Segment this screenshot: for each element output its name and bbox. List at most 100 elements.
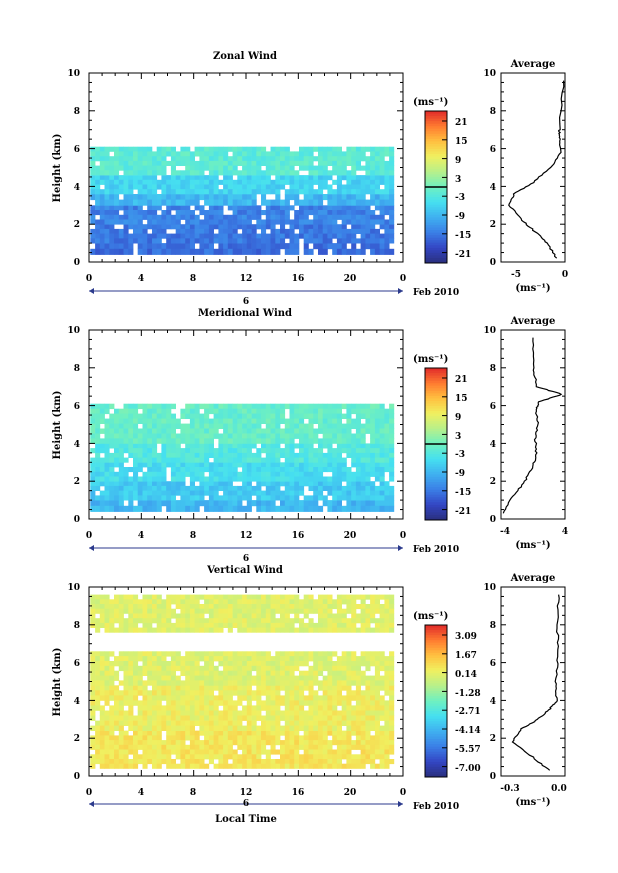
heatmap-cell [318, 428, 324, 434]
heatmap-cell [322, 481, 328, 487]
heatmap-cell [294, 443, 300, 449]
heatmap-cell [152, 160, 158, 166]
heatmap-cell [208, 618, 214, 624]
heatmap-cell [123, 715, 129, 721]
heatmap-cell [294, 179, 300, 185]
heatmap-cell [123, 594, 129, 600]
heatmap-cell [232, 160, 238, 166]
heatmap-cell [166, 495, 172, 501]
heatmap-cell [152, 690, 158, 696]
heatmap-cell [237, 413, 243, 419]
heatmap-cell [242, 233, 248, 239]
heatmap-cell [95, 744, 101, 750]
heatmap-cell [147, 199, 153, 206]
heatmap-cell [256, 156, 262, 162]
heatmap-cell [213, 749, 219, 755]
heatmap-cell [370, 680, 376, 686]
heatmap-cell [204, 505, 210, 512]
heatmap-cell [379, 661, 385, 667]
heatmap-cell [147, 505, 153, 512]
colorbar-segment [425, 451, 447, 455]
heatmap-cell [123, 243, 129, 250]
heatmap-cell [152, 448, 158, 454]
heatmap-cell [156, 500, 162, 507]
heatmap-cell [213, 710, 219, 716]
heatmap-cell [246, 608, 252, 614]
heatmap-cell [147, 715, 153, 721]
heatmap-cell [90, 438, 96, 444]
colorbar-segment [425, 373, 447, 377]
heatmap-cell [384, 725, 390, 731]
heatmap-cell [237, 730, 243, 736]
heatmap-cell [142, 408, 148, 415]
heatmap-cell [332, 205, 338, 211]
colorbar-tick-label: 3 [455, 432, 461, 442]
heatmap-cell [289, 481, 295, 487]
heatmap-cell [208, 730, 214, 736]
heatmap-cell [251, 754, 257, 760]
heatmap-cell [152, 715, 158, 721]
heatmap-cell [327, 754, 333, 760]
heatmap-cell [123, 428, 129, 434]
heatmap-cell [156, 248, 162, 255]
heatmap-cell [360, 656, 366, 662]
heatmap-cell [95, 233, 101, 239]
heatmap-cell [227, 462, 233, 468]
heatmap-cell [355, 438, 361, 444]
heatmap-cell [379, 500, 385, 507]
heatmap-cell [294, 500, 300, 507]
heatmap-cell [237, 725, 243, 731]
heatmap-cell [251, 238, 257, 244]
colorbar-segment [425, 388, 447, 392]
heatmap-cell [261, 408, 267, 415]
heatmap-cell [208, 505, 214, 512]
heatmap-cell [128, 438, 134, 444]
heatmap-cell [294, 238, 300, 244]
heatmap-cell [322, 754, 328, 760]
heatmap-cell [90, 505, 96, 512]
heatmap-cell [332, 725, 338, 731]
heatmap-cell [365, 413, 371, 419]
heatmap-cell [374, 175, 380, 181]
heatmap-cell [384, 160, 390, 166]
heatmap-cell [204, 627, 210, 633]
heatmap-cell [256, 481, 262, 487]
heatmap-cell [270, 490, 276, 496]
heatmap-cell [251, 661, 257, 667]
heatmap-cell [332, 199, 338, 206]
heatmap-cell [185, 228, 191, 234]
y-axis-label: Height (km) [52, 134, 63, 203]
heatmap-cell [204, 485, 210, 491]
heatmap-cell [142, 599, 148, 605]
heatmap-cell [265, 170, 271, 176]
heatmap-cell [104, 613, 110, 619]
heatmap-cell [118, 744, 124, 750]
heatmap-cell [327, 744, 333, 750]
heatmap-cell [284, 490, 290, 496]
heatmap-cell [109, 403, 115, 410]
heatmap-cell [308, 205, 314, 211]
heatmap-cell [109, 627, 115, 633]
heatmap-cell [322, 749, 328, 755]
heatmap-cell [294, 413, 300, 419]
heatmap-cell [318, 165, 324, 171]
heatmap-cell [261, 179, 267, 185]
heatmap-cell [147, 670, 153, 676]
heatmap-cell [185, 500, 191, 507]
heatmap-cell [242, 194, 248, 201]
heatmap-cell [109, 695, 115, 701]
heatmap-cell [256, 471, 262, 477]
heatmap-cell [99, 740, 105, 746]
heatmap-cell [185, 403, 191, 410]
heatmap-cell [280, 199, 286, 206]
heatmap-cell [284, 594, 290, 600]
heatmap-cell [275, 735, 281, 741]
heatmap-cell [389, 485, 395, 491]
heatmap-cell [237, 495, 243, 501]
heatmap-cell [152, 613, 158, 619]
heatmap-cell [123, 604, 129, 610]
heatmap-cell [374, 233, 380, 239]
heatmap-cell [270, 594, 276, 600]
heatmap-cell [199, 160, 205, 166]
heatmap-cell [114, 740, 120, 746]
